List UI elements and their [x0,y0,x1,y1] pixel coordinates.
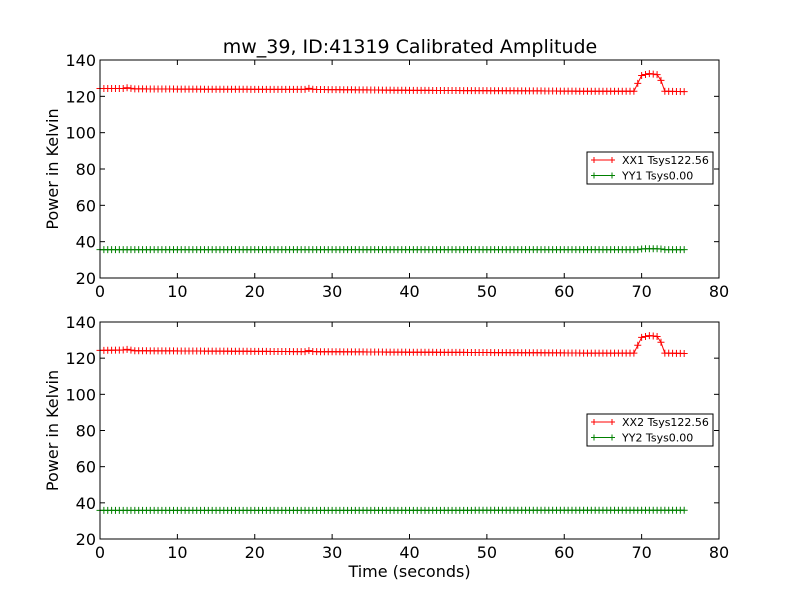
data-point [638,333,646,341]
legend-marker [591,157,597,163]
x-tick-label: 0 [95,543,105,562]
data-point [680,349,688,357]
y-axis-label: Power in Kelvin [43,370,62,491]
x-tick-label: 10 [167,543,187,562]
x-tick-label: 70 [631,543,651,562]
x-tick-label: 20 [245,543,265,562]
data-point [634,79,642,87]
y-tick-label: 100 [65,385,96,404]
y-tick-label: 80 [76,160,96,179]
legend-marker [591,172,597,179]
legend: XX1 Tsys122.56 YY1 Tsys0.00 [586,151,714,185]
y-tick-label: 40 [76,494,96,513]
data-point [680,88,688,96]
data-point [630,349,638,357]
data-point [641,71,649,79]
data-point [634,246,642,254]
data-point [638,71,646,79]
legend-marker [609,172,615,179]
legend-marker [609,419,615,425]
data-point [680,246,688,254]
x-tick-label: 60 [554,543,574,562]
x-tick-label: 80 [709,543,729,562]
data-point [119,85,127,93]
data-point [301,85,309,93]
x-tick-label: 0 [95,282,105,301]
data-point [305,84,313,92]
series-1 [96,70,688,96]
y-tick-label: 100 [65,124,96,143]
x-axis-label: Time (seconds) [347,562,470,581]
bottom-panel: 0 10 20 30 40 50 60 70 80 20 40 60 80 100 120 140 Power … [43,313,729,581]
legend-marker [591,434,597,441]
top-panel: 0 10 20 30 40 50 60 70 80 20 40 60 80 100 120 140 Power … [43,51,729,301]
y-tick-label: 40 [76,233,96,252]
x-tick-label: 40 [399,282,419,301]
data-point [123,345,131,353]
data-point [127,346,135,354]
x-tick-label: 50 [477,543,497,562]
legend-box [586,413,714,447]
y-tick-label: 20 [76,530,96,549]
data-point [653,333,661,341]
legend-entry: YY2 Tsys0.00 [621,432,693,445]
legend: XX2 Tsys122.56 YY2 Tsys0.00 [586,413,714,447]
y-axis-label: Power in Kelvin [43,108,62,229]
legend-box [586,151,714,185]
series-4 [96,506,688,514]
data-point [657,245,665,253]
y-tick-label: 20 [76,269,96,288]
y-tick-label: 140 [65,313,96,332]
data-point [123,84,131,92]
data-point [657,338,665,346]
y-tick-label: 120 [65,87,96,106]
data-point [119,346,127,354]
x-tick-label: 40 [399,543,419,562]
x-tick-label: 30 [322,543,342,562]
data-point [301,348,309,356]
x-tick-label: 10 [167,282,187,301]
legend-entry: XX2 Tsys122.56 [622,416,709,429]
x-tick-label: 80 [709,282,729,301]
legend-marker [609,434,615,441]
data-point [634,341,642,349]
y-tick-label: 80 [76,422,96,441]
x-tick-label: 30 [322,282,342,301]
data-point [680,506,688,514]
data-point [653,71,661,79]
x-tick-label: 70 [631,282,651,301]
x-tick-label: 50 [477,282,497,301]
legend-marker [591,419,597,425]
y-tick-label: 60 [76,196,96,215]
chart-title: mw_39, ID:41319 Calibrated Amplitude [223,36,598,58]
x-tick-label: 60 [554,282,574,301]
legend-entry: XX1 Tsys122.56 [622,154,709,167]
data-point [127,84,135,92]
legend-entry: YY1 Tsys0.00 [621,170,693,183]
y-tick-label: 120 [65,349,96,368]
series-3 [96,332,688,357]
data-point [657,76,665,84]
legend-marker [609,157,615,163]
data-point [641,332,649,340]
x-tick-label: 20 [245,282,265,301]
y-tick-label: 140 [65,51,96,70]
data-point [630,87,638,95]
y-tick-label: 60 [76,458,96,477]
data-point [305,347,313,355]
